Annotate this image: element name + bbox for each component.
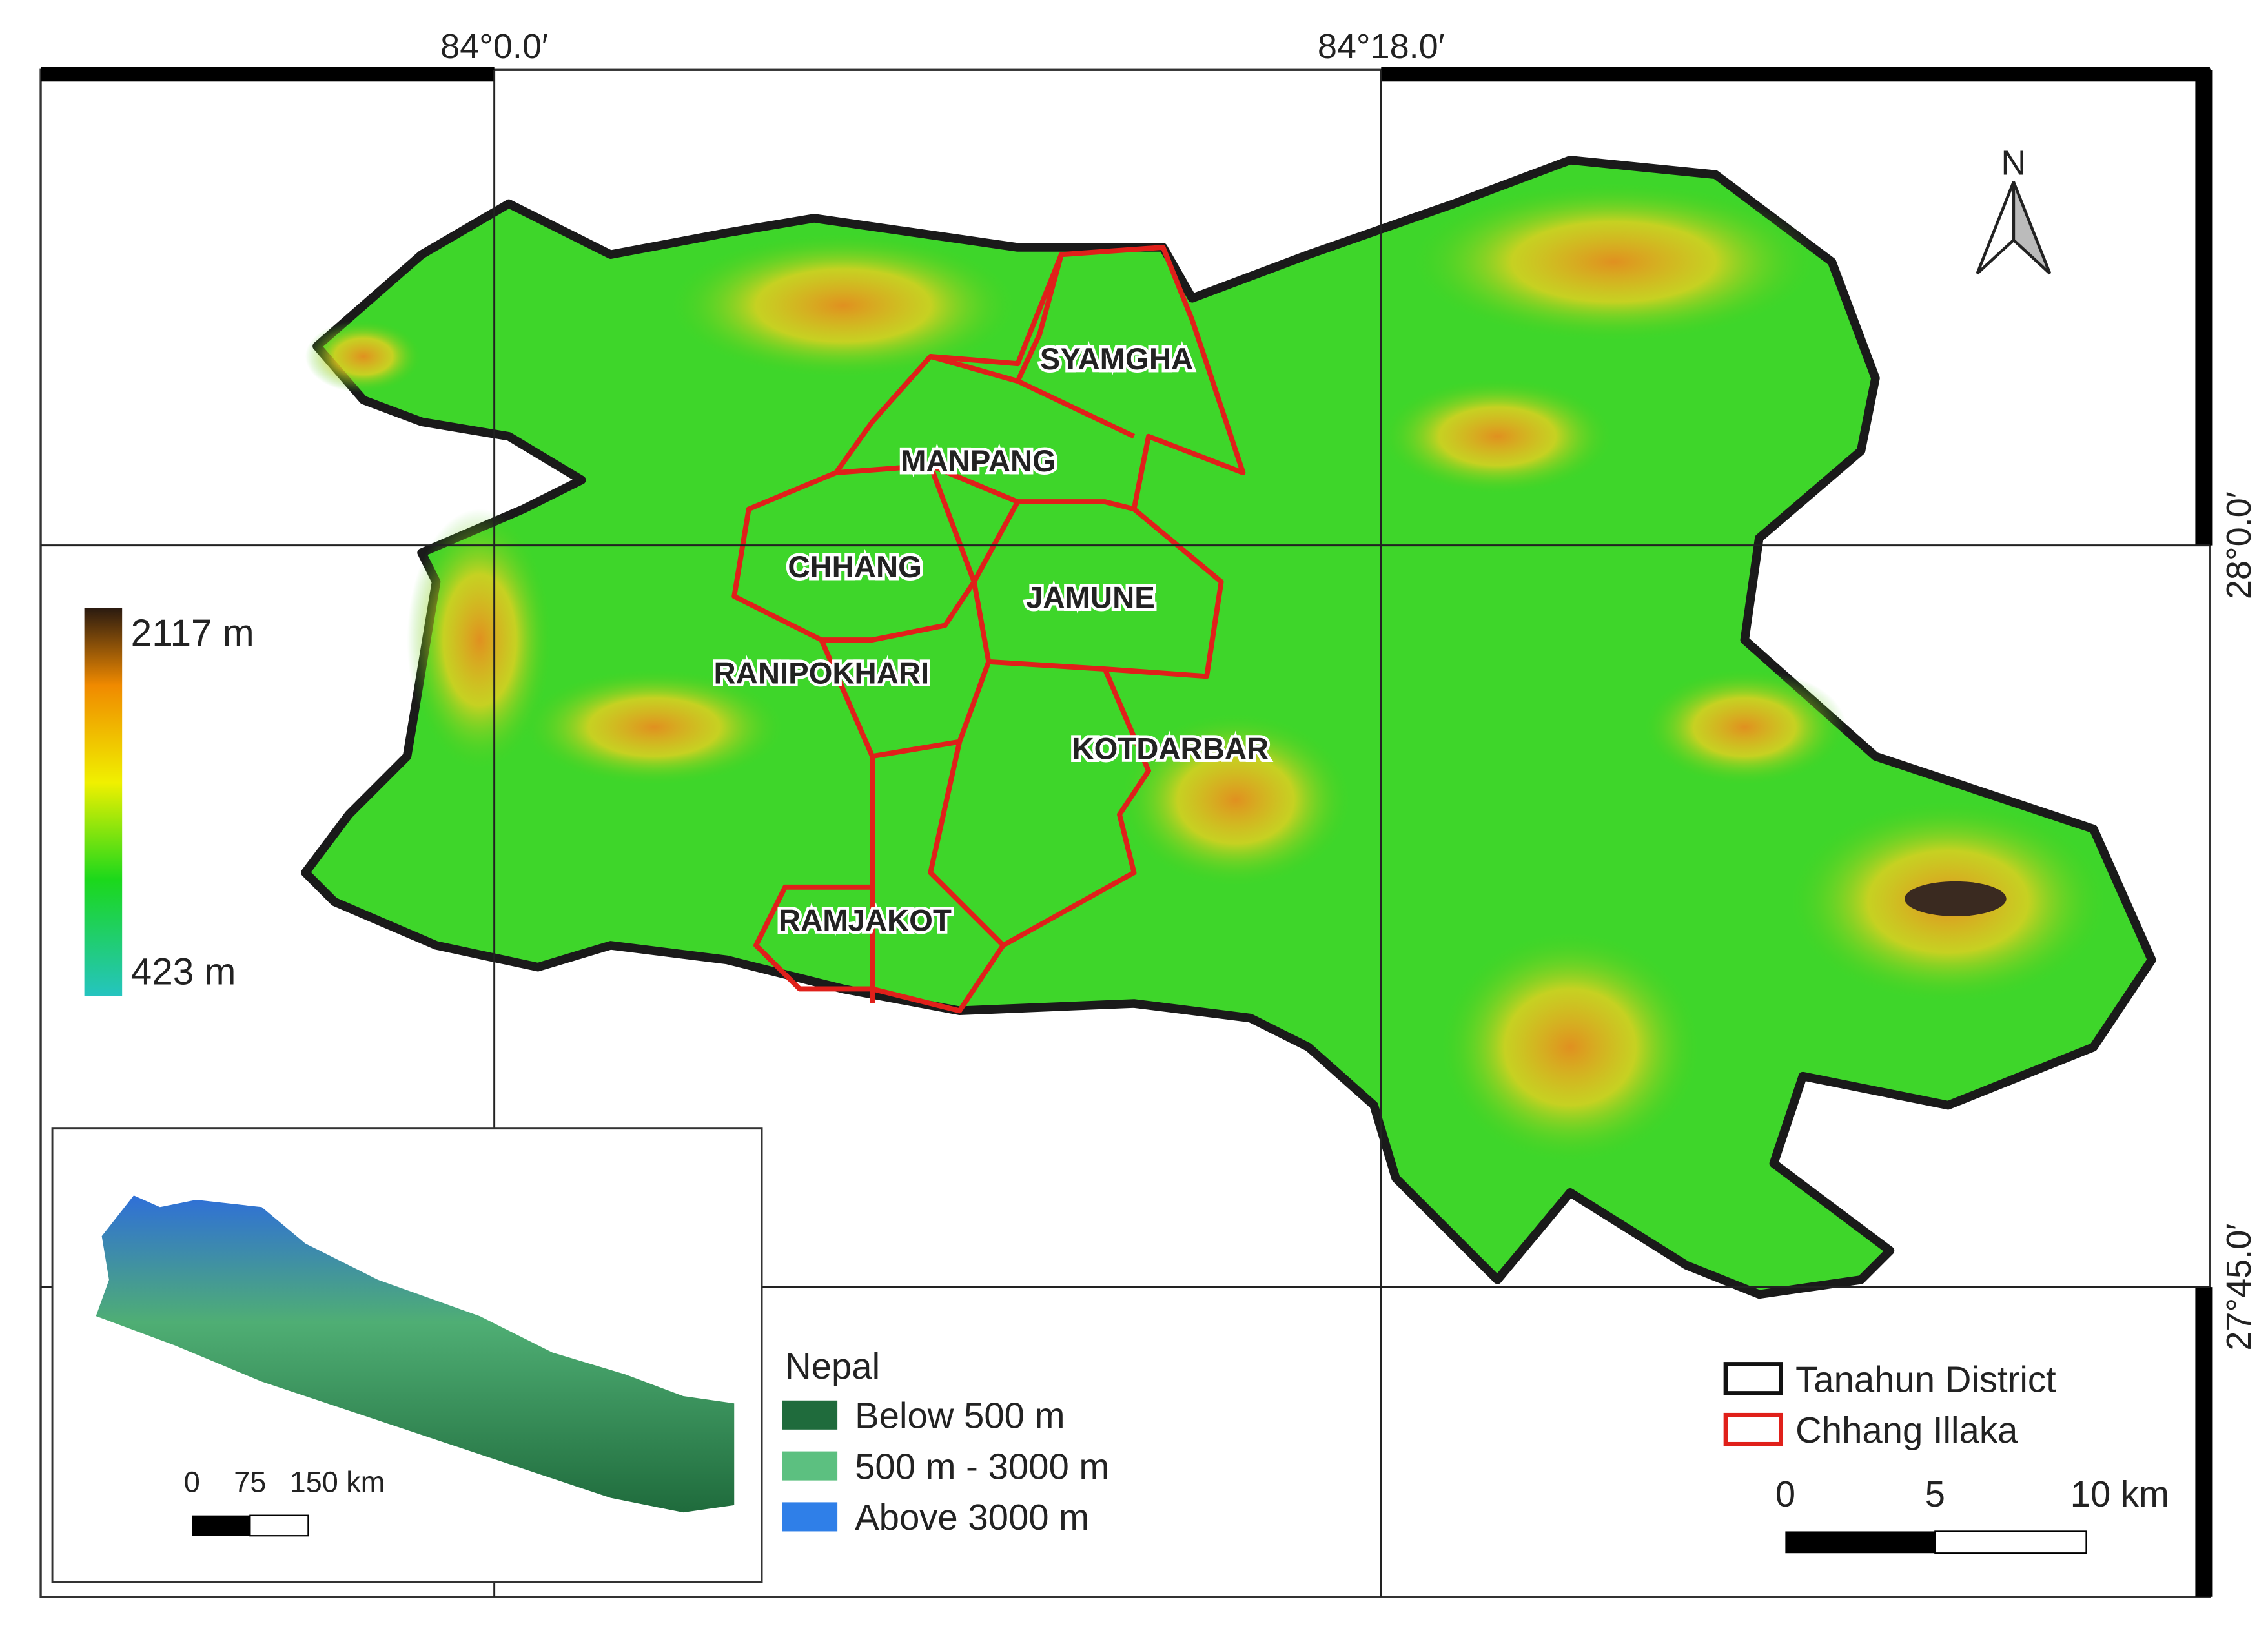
- legend-item: Below 500 m: [855, 1395, 1065, 1436]
- illaka-label: CHHANG: [788, 550, 922, 584]
- scale-label: 5: [1925, 1474, 1945, 1514]
- illaka-label: RANIPOKHARI: [714, 657, 930, 691]
- elevation-max: 2117 m: [131, 612, 254, 654]
- legend-item: Tanahun District: [1795, 1359, 2056, 1399]
- nepal-shape: [96, 1195, 735, 1513]
- illaka-label: JAMUNE: [1026, 581, 1155, 615]
- scale-bar: [192, 1515, 250, 1536]
- district: [301, 156, 2156, 1299]
- scale-label: 0: [1775, 1474, 1795, 1514]
- inset-scale-label: 75: [234, 1466, 266, 1499]
- legend-title: Nepal: [785, 1346, 880, 1386]
- elevation-min: 423 m: [131, 951, 236, 993]
- inset: 0 75 150 km: [51, 1127, 763, 1583]
- legend-item: Above 3000 m: [855, 1497, 1089, 1538]
- illaka-label: KOTDARBAR: [1072, 732, 1269, 767]
- peak: [1905, 881, 2007, 916]
- scale-label: 10 km: [2070, 1474, 2169, 1514]
- illaka-labels: SYAMGHA MANPANG CHHANG JAMUNE RANIPOKHAR…: [711, 340, 1272, 941]
- inset-scale-label: 150 km: [290, 1466, 385, 1499]
- illaka-boundaries: [731, 245, 1246, 1014]
- latitude-label: 28°0.0′: [2220, 491, 2258, 599]
- boundary-legend: Tanahun District Chhang Illaka: [1723, 1359, 2056, 1450]
- inset-scale-label: 0: [184, 1466, 200, 1499]
- illaka-label: MANPANG: [901, 444, 1056, 479]
- scale: 0 5 10 km: [1775, 1474, 2169, 1554]
- frame: [39, 67, 2213, 1598]
- illaka-label: RAMJAKOT: [779, 903, 952, 938]
- north-arrow: N: [1976, 143, 2052, 275]
- legend-item: Chhang Illaka: [1795, 1410, 2018, 1450]
- nepal-legend: Nepal Below 500 m 500 m - 3000 m Above 3…: [782, 1346, 1109, 1538]
- longitude-label: 84°18.0′: [1318, 27, 1445, 66]
- latitude-label: 27°45.0′: [2220, 1224, 2258, 1351]
- illaka-label: SYAMGHA: [1040, 342, 1193, 376]
- legend-item: 500 m - 3000 m: [855, 1446, 1109, 1487]
- scale-bar: [249, 1514, 309, 1537]
- elevation-legend: 2117 m 423 m: [84, 608, 254, 996]
- north-label: N: [2001, 143, 2026, 182]
- longitude-label: 84°0.0′: [440, 27, 548, 66]
- relief: [305, 181, 2109, 1164]
